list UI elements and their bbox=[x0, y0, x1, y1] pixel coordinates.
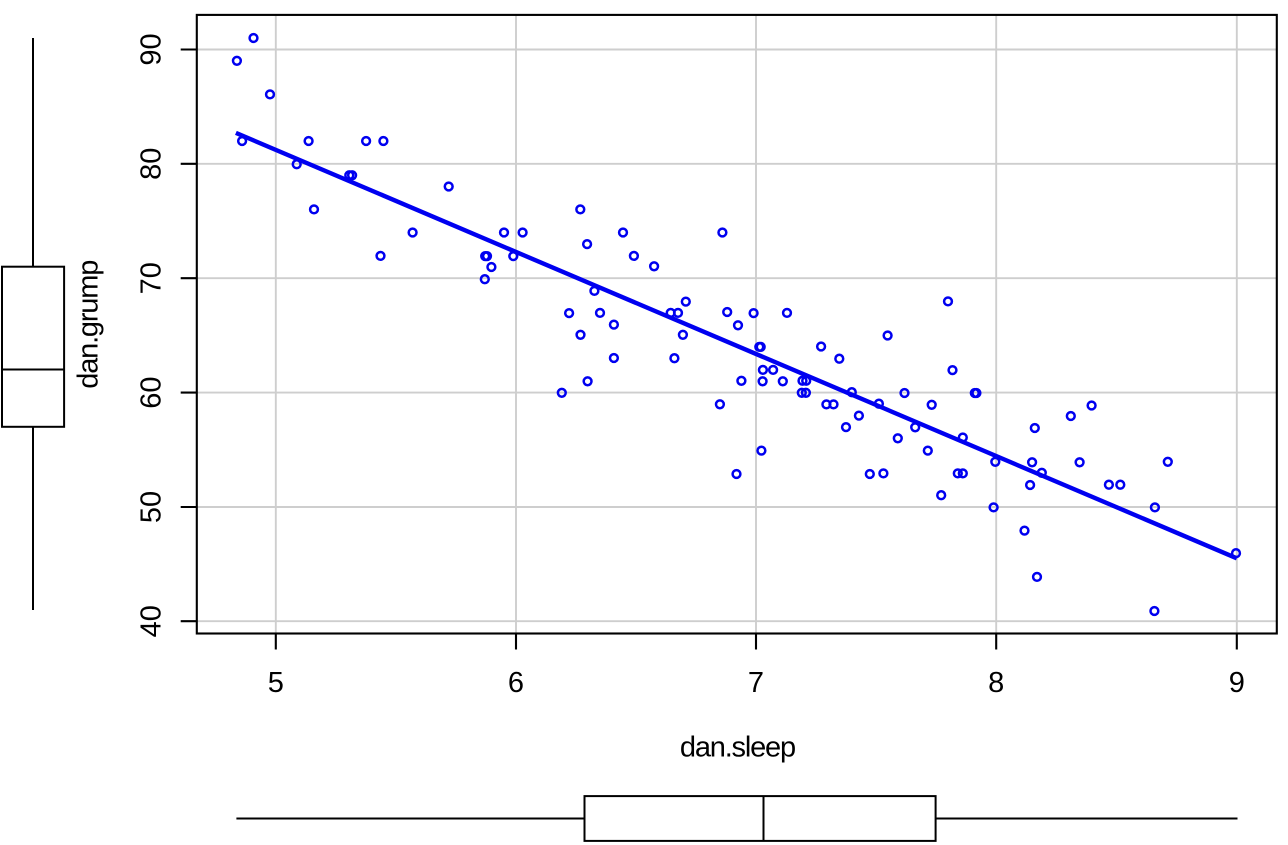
svg-text:5: 5 bbox=[268, 667, 284, 699]
svg-text:dan.grump: dan.grump bbox=[73, 261, 105, 389]
svg-text:dan.sleep: dan.sleep bbox=[680, 732, 795, 764]
svg-text:50: 50 bbox=[136, 491, 168, 523]
svg-text:8: 8 bbox=[988, 667, 1004, 699]
svg-text:6: 6 bbox=[508, 667, 524, 699]
svg-text:7: 7 bbox=[748, 667, 764, 699]
svg-text:40: 40 bbox=[136, 605, 168, 637]
svg-text:70: 70 bbox=[136, 262, 168, 294]
svg-text:90: 90 bbox=[136, 33, 168, 65]
svg-text:9: 9 bbox=[1229, 667, 1245, 699]
svg-text:80: 80 bbox=[136, 148, 168, 180]
svg-text:60: 60 bbox=[136, 376, 168, 408]
